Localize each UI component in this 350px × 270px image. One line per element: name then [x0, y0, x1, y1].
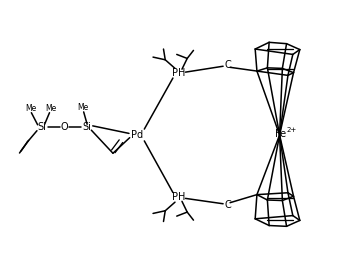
- Text: PH: PH: [172, 68, 185, 78]
- Text: Pd: Pd: [131, 130, 143, 140]
- Text: Me: Me: [25, 104, 36, 113]
- Text: C: C: [225, 60, 232, 70]
- Text: Me: Me: [45, 104, 56, 113]
- Text: PH: PH: [172, 192, 185, 202]
- Text: C: C: [225, 200, 232, 210]
- Text: O: O: [61, 123, 68, 133]
- Text: Si: Si: [37, 123, 46, 133]
- Text: Si: Si: [83, 123, 92, 133]
- Text: 2+: 2+: [286, 127, 296, 133]
- Text: Me: Me: [77, 103, 89, 112]
- Text: Fe: Fe: [275, 129, 286, 139]
